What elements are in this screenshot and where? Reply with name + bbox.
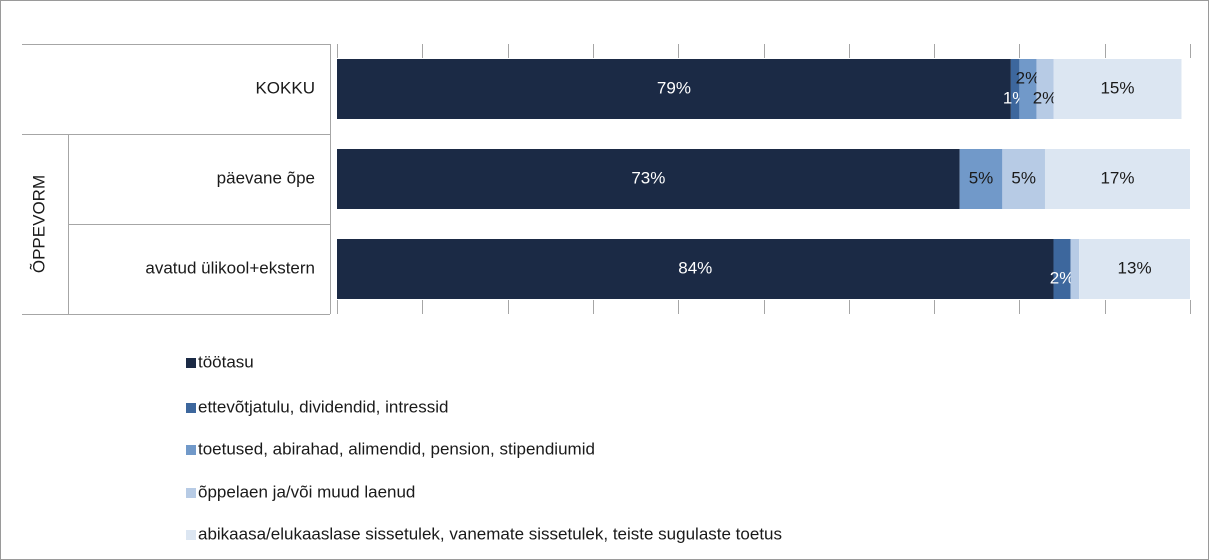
data-label: 13% bbox=[1118, 258, 1152, 277]
legend-swatch bbox=[186, 358, 196, 368]
data-label: 2% bbox=[1016, 68, 1041, 87]
bar-segment bbox=[337, 149, 960, 209]
bar-segment bbox=[1019, 59, 1037, 119]
legend-label: ettevõtjatulu, dividendid, intressid bbox=[198, 397, 448, 416]
bar-segment bbox=[959, 149, 1003, 209]
data-label: 84% bbox=[678, 258, 712, 277]
legend-swatch bbox=[186, 488, 196, 498]
bar-segment bbox=[337, 59, 1011, 119]
bar-segment bbox=[1036, 59, 1054, 119]
bar-segment bbox=[1010, 59, 1020, 119]
category-label: KOKKU bbox=[255, 78, 315, 97]
data-label: 73% bbox=[631, 168, 665, 187]
bar-segment bbox=[1002, 149, 1045, 209]
data-label: 5% bbox=[1011, 168, 1036, 187]
group-label: ÕPPEVORM bbox=[29, 175, 48, 273]
bar-segment bbox=[1044, 149, 1190, 209]
data-label: 2% bbox=[1033, 88, 1058, 107]
legend-swatch bbox=[186, 403, 196, 413]
bar-segment bbox=[337, 239, 1054, 299]
data-label: 17% bbox=[1100, 168, 1134, 187]
bar-segment bbox=[1053, 59, 1182, 119]
legend-swatch bbox=[186, 530, 196, 540]
legend-label: abikaasa/elukaaslase sissetulek, vanemat… bbox=[198, 524, 782, 543]
legend-swatch bbox=[186, 445, 196, 455]
data-label: 79% bbox=[657, 78, 691, 97]
bar-segment bbox=[1053, 239, 1071, 299]
category-label: päevane õpe bbox=[217, 168, 315, 187]
bar-segment bbox=[1079, 239, 1190, 299]
category-label: avatud ülikool+ekstern bbox=[145, 258, 315, 277]
bar-segment bbox=[1070, 239, 1080, 299]
legend-label: toetused, abirahad, alimendid, pension, … bbox=[198, 439, 595, 458]
legend-label: töötasu bbox=[198, 352, 254, 371]
data-label: 15% bbox=[1100, 78, 1134, 97]
data-label: 5% bbox=[969, 168, 994, 187]
legend-label: õppelaen ja/või muud laenud bbox=[198, 482, 415, 501]
data-label: 2% bbox=[1050, 268, 1075, 287]
